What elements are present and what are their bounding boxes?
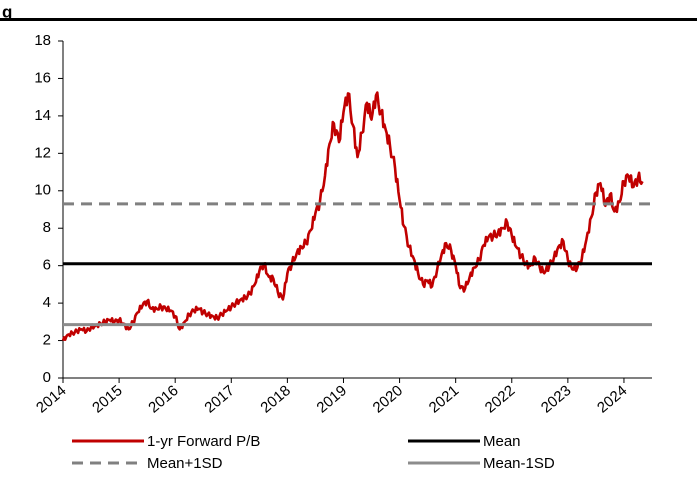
y-tick-label: 6 (43, 257, 51, 274)
x-tick-label: 2024 (594, 382, 630, 416)
x-tick-label: 2015 (89, 382, 125, 416)
legend-label-mean-1sd: Mean+1SD (147, 455, 223, 472)
legend: 1-yr Forward P/B Mean Mean+1SD Mean-1SD (72, 433, 555, 472)
x-tick-label: 2017 (201, 382, 237, 416)
y-tick-label: 2 (43, 332, 51, 349)
y-tick-label: 12 (34, 144, 51, 161)
y-tick-label: 10 (34, 182, 51, 199)
heading-rule (0, 18, 697, 21)
x-tick-label: 2016 (145, 382, 181, 416)
x-tick-label: 2020 (370, 382, 406, 416)
x-tick-label: 2019 (314, 382, 350, 416)
x-tick-label: 2018 (257, 382, 293, 416)
y-tick-label: 4 (43, 294, 51, 311)
y-tick-label: 8 (43, 219, 51, 236)
y-tick-label: 16 (34, 69, 51, 86)
series-line-1-yr-forward-p-b (61, 91, 644, 342)
legend-label-1-yr-forward-p-b: 1-yr Forward P/B (147, 433, 260, 450)
x-tick-label: 2021 (426, 382, 462, 416)
plot-area: 0 2 4 6 8 10 12 14 16 18 2014 2015 2016 2017 2018 2019 2… (33, 32, 652, 417)
y-tick-label: 14 (34, 107, 51, 124)
x-tick-label: 2022 (482, 382, 518, 416)
x-tick-label: 2023 (538, 382, 574, 416)
chart-heading: g (2, 3, 12, 22)
y-tick-label: 18 (34, 32, 51, 49)
legend-label-mean: Mean (483, 433, 521, 450)
x-tick-label: 2014 (33, 382, 69, 416)
y-tick-label: 0 (43, 369, 51, 386)
legend-label-mean-1sd: Mean-1SD (483, 455, 555, 472)
